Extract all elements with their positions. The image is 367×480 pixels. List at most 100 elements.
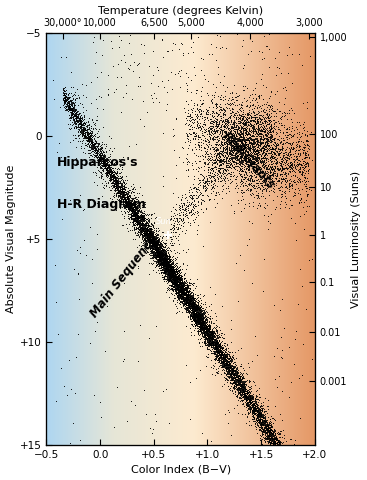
Point xyxy=(105,166,111,174)
Point xyxy=(153,242,159,250)
Point xyxy=(160,246,166,254)
Point xyxy=(152,238,158,245)
Point xyxy=(170,266,175,274)
Point xyxy=(200,325,206,333)
Point xyxy=(206,327,212,335)
Point xyxy=(133,217,139,225)
Point xyxy=(207,340,212,348)
Point xyxy=(199,321,204,328)
Point xyxy=(147,231,153,239)
Point xyxy=(152,244,158,252)
Point xyxy=(224,356,230,363)
Point xyxy=(213,153,219,160)
Point xyxy=(227,154,233,162)
Point xyxy=(255,409,261,417)
Point xyxy=(144,231,150,239)
Point xyxy=(267,427,273,435)
Point xyxy=(156,264,162,272)
Point xyxy=(196,307,202,315)
Point xyxy=(210,332,216,340)
Point xyxy=(237,152,243,160)
Point xyxy=(103,171,109,179)
Point xyxy=(188,291,194,299)
Point xyxy=(237,154,243,161)
Point xyxy=(294,160,299,168)
Point xyxy=(216,172,222,180)
Point xyxy=(174,280,179,288)
Point xyxy=(159,258,165,265)
Point xyxy=(196,124,202,132)
Point xyxy=(250,402,256,409)
Point xyxy=(280,153,286,160)
Point xyxy=(246,363,252,371)
Point xyxy=(151,236,157,243)
Point xyxy=(168,262,174,270)
Point xyxy=(269,160,275,168)
Point xyxy=(138,216,143,224)
Point xyxy=(168,207,174,215)
Point xyxy=(280,144,286,152)
Point xyxy=(221,147,226,155)
Point xyxy=(197,320,203,328)
Point xyxy=(215,355,221,363)
Point xyxy=(112,172,118,180)
Point xyxy=(185,206,191,214)
Point xyxy=(248,383,254,390)
Point xyxy=(244,388,250,396)
Point xyxy=(216,342,222,350)
Point xyxy=(91,153,97,160)
Point xyxy=(209,333,215,340)
Point xyxy=(301,157,307,165)
Point xyxy=(163,263,168,270)
Point xyxy=(277,433,283,441)
Point xyxy=(130,202,135,209)
Point xyxy=(159,249,165,256)
Point xyxy=(250,137,256,144)
Point xyxy=(198,201,204,208)
Point xyxy=(187,299,193,307)
Point xyxy=(241,143,247,151)
Point xyxy=(204,335,210,342)
Point xyxy=(195,311,201,319)
Point xyxy=(189,293,195,301)
Point xyxy=(100,152,106,160)
Point xyxy=(166,269,172,276)
Point xyxy=(267,423,273,431)
Point xyxy=(63,93,69,100)
Point xyxy=(192,305,197,313)
Point xyxy=(188,294,194,301)
Point xyxy=(161,264,167,272)
Point xyxy=(69,101,75,108)
Point xyxy=(236,384,241,392)
Point xyxy=(172,279,178,287)
Point xyxy=(165,258,171,266)
Point xyxy=(180,294,186,302)
Point xyxy=(144,240,150,248)
Point xyxy=(258,159,264,167)
Point xyxy=(240,157,246,165)
Point xyxy=(175,273,181,280)
Point xyxy=(148,240,153,247)
Point xyxy=(233,180,239,187)
Point xyxy=(171,267,177,275)
Point xyxy=(241,144,247,151)
Point xyxy=(229,358,235,365)
Point xyxy=(214,343,220,350)
Point xyxy=(292,180,298,188)
Point xyxy=(193,312,199,320)
Point xyxy=(109,171,115,179)
Point xyxy=(189,280,195,288)
Point xyxy=(212,341,218,348)
Point xyxy=(240,119,246,126)
Point xyxy=(186,303,192,311)
Point xyxy=(201,330,207,337)
Point xyxy=(195,315,201,323)
Point xyxy=(160,245,166,252)
Point xyxy=(228,96,234,104)
Point xyxy=(96,148,102,156)
Point xyxy=(158,255,164,263)
Point xyxy=(194,86,200,94)
Point xyxy=(154,251,160,258)
Point xyxy=(159,233,165,241)
Point xyxy=(201,333,207,340)
